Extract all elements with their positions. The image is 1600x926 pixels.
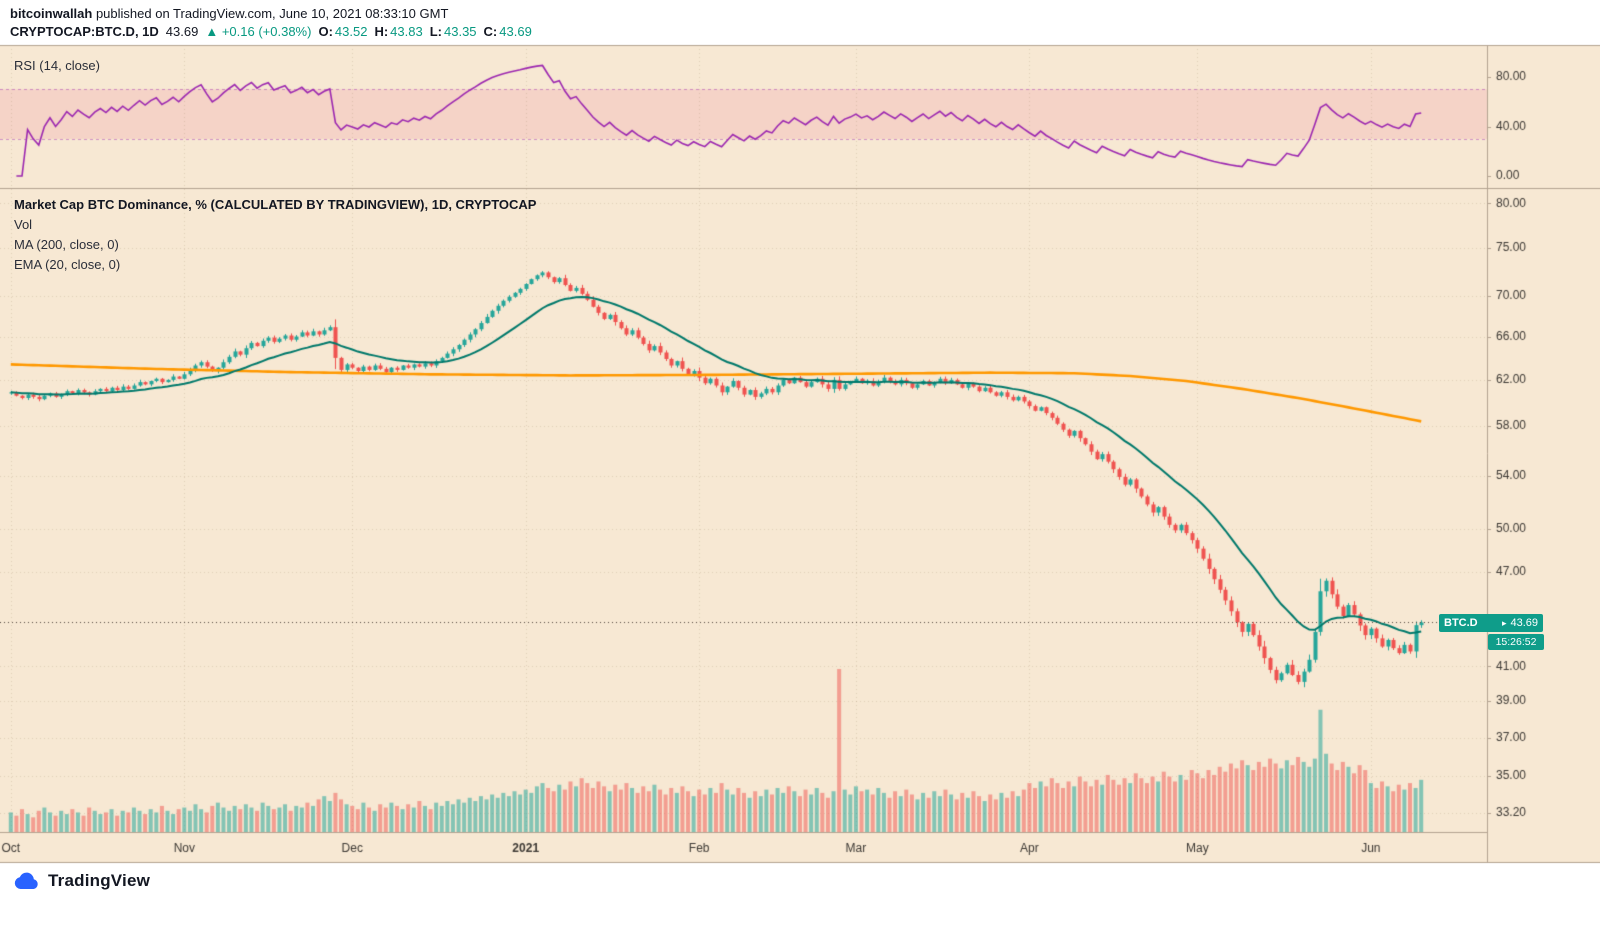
last-price-tag: BTC.D ▸ 43.69 xyxy=(1439,614,1543,632)
bar-countdown: 15:26:52 xyxy=(1488,634,1544,650)
last-price: 43.69 xyxy=(165,24,199,39)
brand-name: TradingView xyxy=(48,871,151,890)
tag-price: 43.69 xyxy=(1510,617,1538,629)
main-legend-vol: Vol xyxy=(14,217,33,232)
rsi-legend: RSI (14, close) xyxy=(14,58,100,73)
time-axis[interactable] xyxy=(0,833,1487,862)
main-legend: Market Cap BTC Dominance, % (CALCULATED … xyxy=(14,195,536,275)
tag-symbol: BTC.D xyxy=(1444,617,1478,629)
tradingview-brand-link[interactable]: TradingView xyxy=(12,871,150,891)
open-value: O: 43.52 xyxy=(318,24,368,39)
main-legend-ma: MA (200, close, 0) xyxy=(14,237,119,252)
close-value: C: 43.69 xyxy=(483,24,532,39)
main-legend-title: Market Cap BTC Dominance, % (CALCULATED … xyxy=(14,197,537,212)
symbol-status-bar: CRYPTOCAP:BTC.D, 1D 43.69 ▲ +0.16 (+0.38… xyxy=(10,24,532,39)
price-axis[interactable] xyxy=(1487,45,1600,862)
author-name: bitcoinwallah xyxy=(10,6,93,21)
tradingview-cloud-icon xyxy=(14,872,38,889)
publish-info: published on TradingView.com, June 10, 2… xyxy=(92,6,449,21)
arrow-right-icon: ▸ xyxy=(1501,617,1507,628)
symbol-name: CRYPTOCAP:BTC.D, 1D xyxy=(10,24,159,39)
main-legend-ema: EMA (20, close, 0) xyxy=(14,257,121,272)
low-value: L: 43.35 xyxy=(429,24,477,39)
publish-header: bitcoinwallah published on TradingView.c… xyxy=(10,6,448,21)
price-change: ▲ +0.16 (+0.38%) xyxy=(205,24,312,39)
high-value: H: 43.83 xyxy=(374,24,423,39)
